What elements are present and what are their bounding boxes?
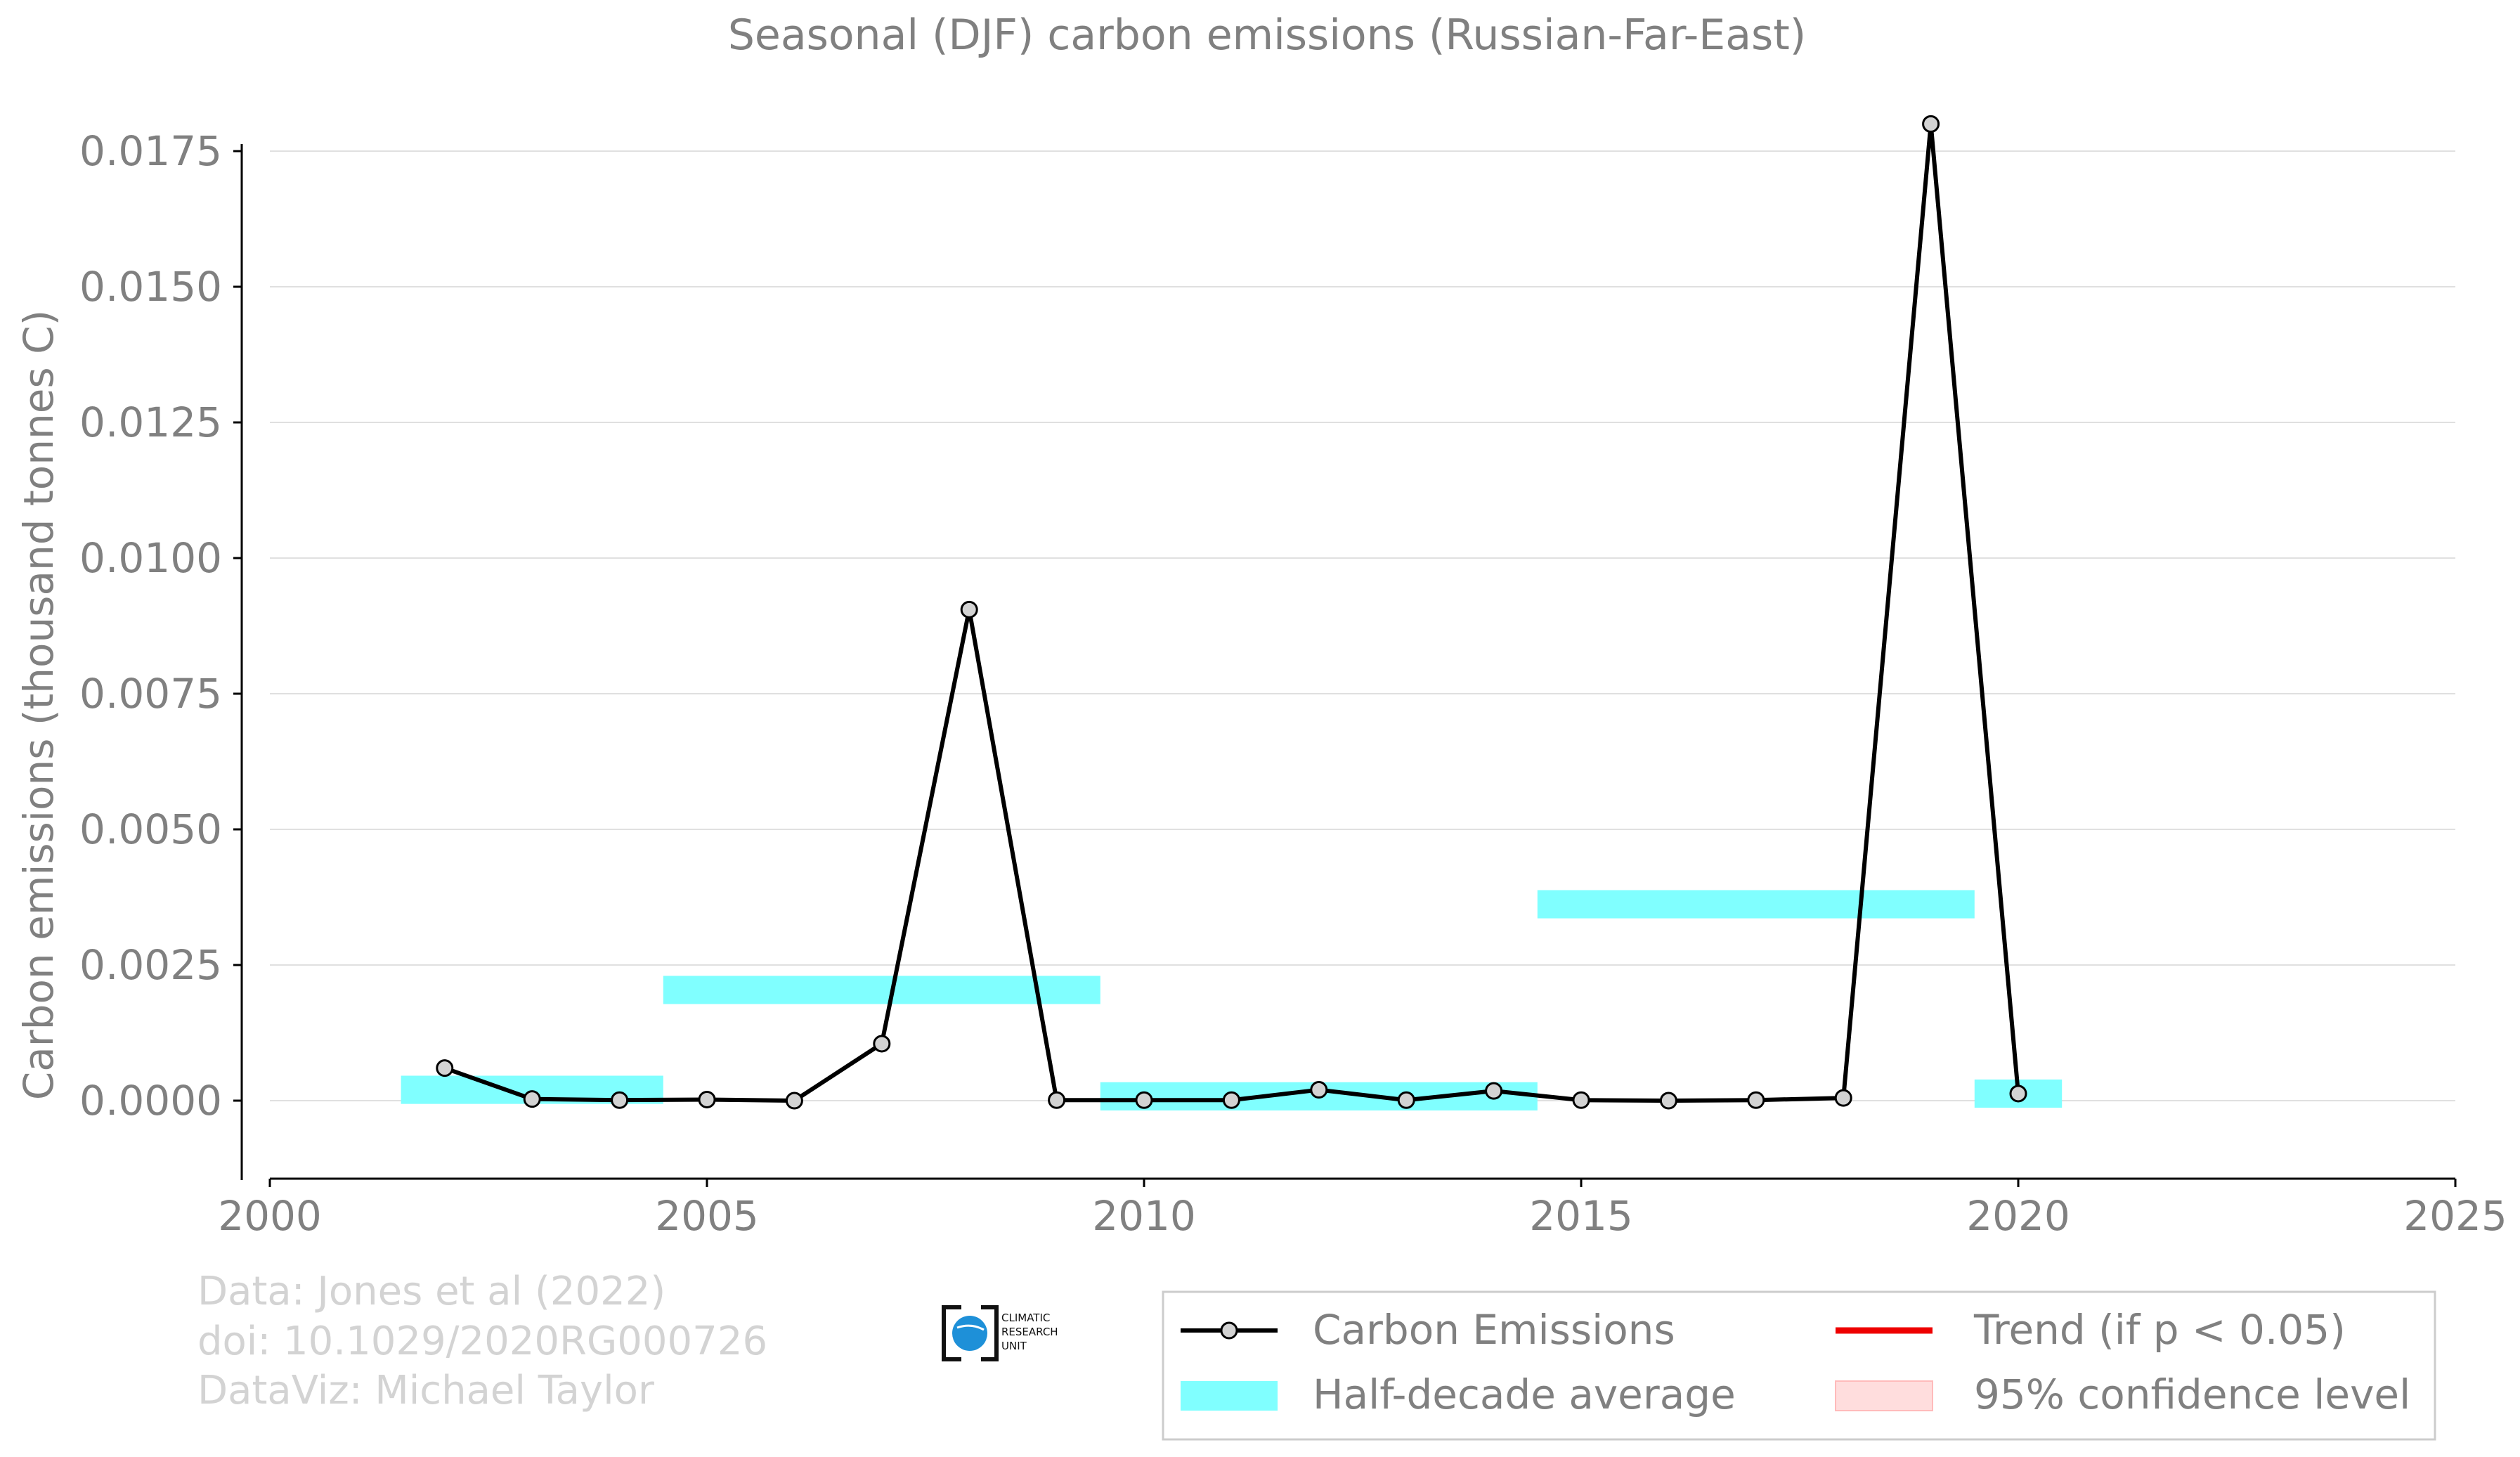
legend-label-trend: Trend (if p < 0.05): [1973, 1306, 2346, 1354]
data-point: [1048, 1091, 1066, 1109]
data-point: [1135, 1091, 1153, 1109]
x-tick-label: 2000: [218, 1192, 322, 1240]
data-point: [873, 1035, 891, 1053]
y-tick-label: 0.0075: [79, 670, 222, 718]
legend: Carbon Emissions Trend (if p < 0.05) Hal…: [1162, 1290, 2436, 1441]
data-point: [1397, 1091, 1415, 1109]
data-credits: Data: Jones et al (2022) doi: 10.1029/20…: [197, 1269, 767, 1413]
x-tick-label: 2010: [1092, 1192, 1196, 1240]
y-tick-label: 0.0000: [79, 1077, 222, 1125]
data-point: [1485, 1082, 1503, 1100]
data-point: [1834, 1089, 1852, 1107]
data-point: [523, 1090, 541, 1108]
y-axis-label: Carbon emissions (thousand tonnes C): [15, 310, 63, 1101]
credit-line-dataviz: DataViz: Michael Taylor: [197, 1368, 655, 1413]
y-tick-label: 0.0050: [79, 805, 222, 853]
legend-swatch-confidence-level: [1835, 1380, 1933, 1411]
logo-bracket-right: [981, 1305, 999, 1361]
y-tick-label: 0.0125: [79, 399, 222, 446]
y-tick-label: 0.0150: [79, 263, 222, 311]
x-tick-label: 2025: [2403, 1192, 2507, 1240]
legend-marker-carbon-emissions: [1220, 1321, 1238, 1340]
credit-line-data: Data: Jones et al (2022): [197, 1269, 665, 1314]
series-line: [443, 122, 2020, 1103]
x-tick-label: 2020: [1966, 1192, 2070, 1240]
data-point: [785, 1092, 803, 1110]
data-point: [1922, 115, 1940, 133]
x-tick-label: 2005: [655, 1192, 759, 1240]
half-decade-average-band: [663, 976, 1100, 1004]
logo-text-unit: UNIT: [1001, 1340, 1027, 1352]
data-point: [436, 1059, 454, 1077]
x-tick-label: 2015: [1529, 1192, 1633, 1240]
data-point: [1222, 1091, 1240, 1109]
carbon-emissions-series: [436, 115, 2027, 1110]
x-axis-ticks: 2000 2005 2010 2015 2020 2025: [218, 1179, 2507, 1240]
data-point: [1659, 1092, 1677, 1110]
legend-label-confidence-level: 95% confidence level: [1974, 1371, 2410, 1418]
data-point: [1747, 1091, 1765, 1109]
y-tick-label: 0.0100: [79, 534, 222, 582]
data-point: [611, 1091, 629, 1109]
globe-icon: [952, 1316, 987, 1351]
globe-highlight: [956, 1324, 985, 1331]
logo-text-research: RESEARCH: [1001, 1326, 1058, 1338]
legend-label-carbon-emissions: Carbon Emissions: [1313, 1306, 1675, 1354]
chart-title: Seasonal (DJF) carbon emissions (Russian…: [728, 11, 1806, 60]
data-point: [960, 600, 978, 619]
data-point: [2009, 1084, 2027, 1103]
y-axis-ticks: 0.0000 0.0025 0.0050 0.0075 0.0100 0.0125 0.01…: [79, 127, 242, 1125]
half-decade-average-band: [1537, 890, 1975, 919]
y-tick-label: 0.0175: [79, 127, 222, 175]
credit-line-doi: doi: 10.1029/2020RG000726: [197, 1319, 767, 1364]
data-point: [1310, 1081, 1328, 1099]
grid-lines: [270, 150, 2455, 1101]
legend-frame: [1162, 1290, 2436, 1441]
data-point: [698, 1090, 716, 1108]
y-tick-label: 0.0025: [79, 941, 222, 989]
data-point: [1572, 1091, 1590, 1109]
cru-logo: CLIMATIC RESEARCH UNIT: [942, 1305, 1058, 1361]
legend-swatch-half-decade-average: [1181, 1381, 1278, 1411]
logo-text-climatic: CLIMATIC: [1001, 1312, 1050, 1324]
logo-bracket-left: [942, 1305, 961, 1361]
legend-label-half-decade-average: Half-decade average: [1313, 1371, 1736, 1418]
half-decade-average-bands: [401, 890, 2063, 1110]
